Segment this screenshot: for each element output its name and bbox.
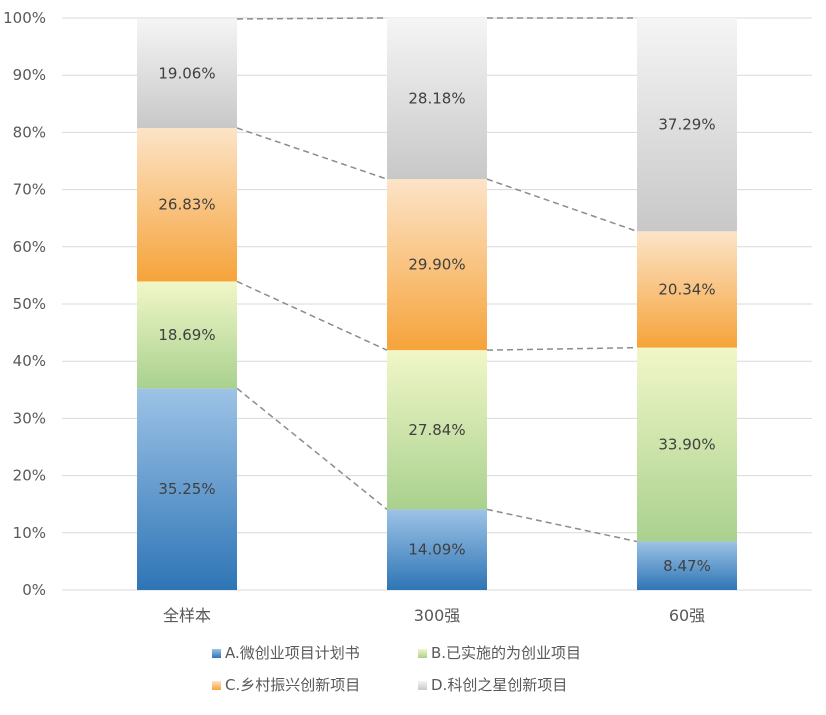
data-label: 14.09%: [408, 541, 465, 559]
series-line: [237, 128, 387, 179]
y-tick-label: 50%: [13, 295, 46, 313]
legend-label: D.科创之星创新项目: [431, 676, 567, 694]
category-label: 全样本: [163, 606, 211, 625]
legend-label: A.微创业项目计划书: [225, 644, 360, 662]
legend-swatch: [418, 649, 427, 658]
y-tick-label: 40%: [13, 352, 46, 370]
data-label: 26.83%: [158, 196, 215, 214]
legend-swatch: [212, 681, 221, 690]
data-label: 37.29%: [658, 116, 715, 134]
category-label: 300强: [414, 606, 461, 625]
data-label: 19.06%: [158, 64, 215, 82]
series-line: [487, 179, 637, 231]
series-line: [237, 388, 387, 509]
data-label: 29.90%: [408, 256, 465, 274]
x-axis: 全样本 300强 60强: [163, 606, 705, 625]
data-label: 35.25%: [158, 480, 215, 498]
data-label: 18.69%: [158, 326, 215, 344]
series-line: [487, 509, 637, 541]
y-tick-label: 90%: [13, 66, 46, 84]
legend: A.微创业项目计划书 B.已实施的为创业项目 C.乡村振兴创新项目 D.科创之星创新项…: [212, 644, 581, 694]
legend-swatch: [212, 649, 221, 658]
data-label: 20.34%: [658, 280, 715, 298]
y-tick-label: 70%: [13, 181, 46, 199]
y-tick-label: 60%: [13, 238, 46, 256]
data-label: 28.18%: [408, 90, 465, 108]
data-label: 33.90%: [658, 436, 715, 454]
y-tick-label: 30%: [13, 409, 46, 427]
y-axis: 0% 10% 20% 30% 40% 50% 60% 70% 80% 90% 100%: [3, 9, 46, 599]
series-line: [487, 348, 637, 351]
legend-swatch: [418, 681, 427, 690]
y-tick-label: 100%: [3, 9, 46, 27]
category-label: 60强: [669, 606, 705, 625]
y-tick-label: 20%: [13, 467, 46, 485]
y-tick-label: 80%: [13, 123, 46, 141]
series-line: [237, 281, 387, 350]
data-label: 8.47%: [663, 557, 711, 575]
data-label: 27.84%: [408, 421, 465, 439]
y-tick-label: 10%: [13, 524, 46, 542]
legend-label: B.已实施的为创业项目: [431, 644, 581, 662]
legend-label: C.乡村振兴创新项目: [225, 676, 360, 694]
y-tick-label: 0%: [22, 581, 46, 599]
